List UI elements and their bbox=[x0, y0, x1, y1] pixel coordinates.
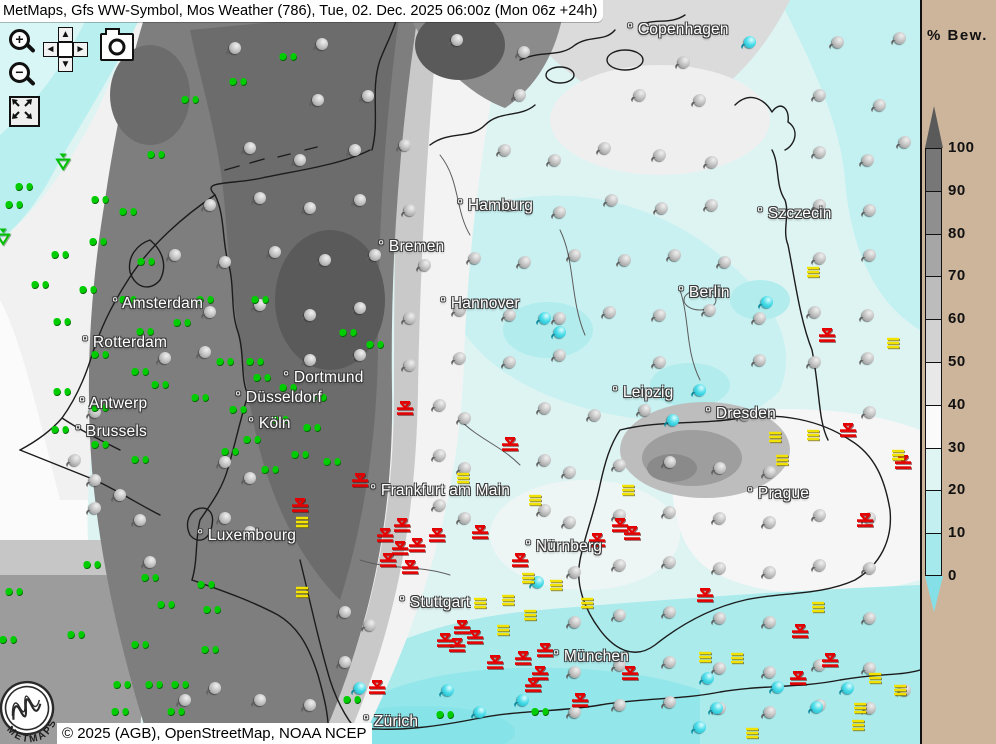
cloud-cover-legend: % Bew. 100 90 80 70 60 50 40 30 20 10 0 bbox=[920, 0, 996, 744]
legend-segment bbox=[925, 533, 942, 576]
legend-segment bbox=[925, 190, 942, 234]
expand-arrows-icon bbox=[12, 99, 32, 119]
pan-pad: ▲ ◄ ► ▼ bbox=[43, 27, 89, 73]
minus-icon: − bbox=[15, 64, 24, 80]
legend-arrow-bottom bbox=[925, 576, 943, 612]
legend-segment bbox=[925, 233, 942, 277]
legend-segment bbox=[925, 447, 942, 491]
pan-down-button[interactable]: ▼ bbox=[58, 57, 73, 72]
legend-tick-label: 10 bbox=[948, 524, 966, 542]
arrow-up-icon: ▲ bbox=[60, 29, 71, 40]
zoom-in-button[interactable]: + bbox=[9, 29, 30, 50]
map-background bbox=[0, 0, 920, 744]
legend-tick-label: 90 bbox=[948, 181, 966, 199]
pan-left-button[interactable]: ◄ bbox=[43, 42, 58, 57]
legend-tick-label: 0 bbox=[948, 567, 957, 584]
legend-tick-label: 40 bbox=[948, 395, 966, 413]
legend-tick-label: 50 bbox=[948, 353, 966, 370]
legend-segment bbox=[925, 319, 942, 362]
legend-tick-label: 20 bbox=[948, 481, 966, 499]
legend-color-bar bbox=[925, 148, 942, 576]
legend-title: % Bew. bbox=[927, 27, 988, 44]
plus-icon: + bbox=[15, 31, 24, 47]
weather-map[interactable]: ° Copenhagen ° Szczecin ° Hamburg ° Bremen °… bbox=[0, 0, 920, 744]
attribution-bar: © 2025 (AGB), OpenStreetMap, NOAA NCEP bbox=[57, 723, 372, 744]
zoom-out-button[interactable]: − bbox=[9, 62, 30, 83]
fullscreen-button[interactable] bbox=[9, 96, 40, 127]
legend-tick-label: 80 bbox=[948, 224, 966, 242]
legend-segment bbox=[925, 404, 942, 448]
arrow-right-icon: ► bbox=[75, 44, 86, 55]
legend-tick-label: 100 bbox=[948, 139, 975, 156]
legend-tick-label: 30 bbox=[948, 438, 966, 456]
pan-up-button[interactable]: ▲ bbox=[58, 27, 73, 42]
metmaps-logo: METMAPS bbox=[0, 676, 68, 744]
legend-segment bbox=[925, 276, 942, 320]
pan-right-button[interactable]: ► bbox=[73, 42, 88, 57]
legend-segment bbox=[925, 361, 942, 405]
legend-segment bbox=[925, 148, 942, 191]
legend-tick-label: 60 bbox=[948, 310, 966, 328]
title-bar: MetMaps, Gfs WW-Symbol, Mos Weather (786… bbox=[0, 0, 604, 22]
title-text: MetMaps, Gfs WW-Symbol, Mos Weather (786… bbox=[3, 3, 598, 19]
legend-segment bbox=[925, 490, 942, 534]
arrow-down-icon: ▼ bbox=[60, 59, 71, 70]
legend-arrow-top bbox=[925, 106, 943, 148]
snapshot-camera-button[interactable] bbox=[100, 28, 134, 61]
legend-tick-label: 70 bbox=[948, 267, 966, 285]
pan-center-box bbox=[58, 42, 73, 57]
arrow-left-icon: ◄ bbox=[45, 44, 56, 55]
